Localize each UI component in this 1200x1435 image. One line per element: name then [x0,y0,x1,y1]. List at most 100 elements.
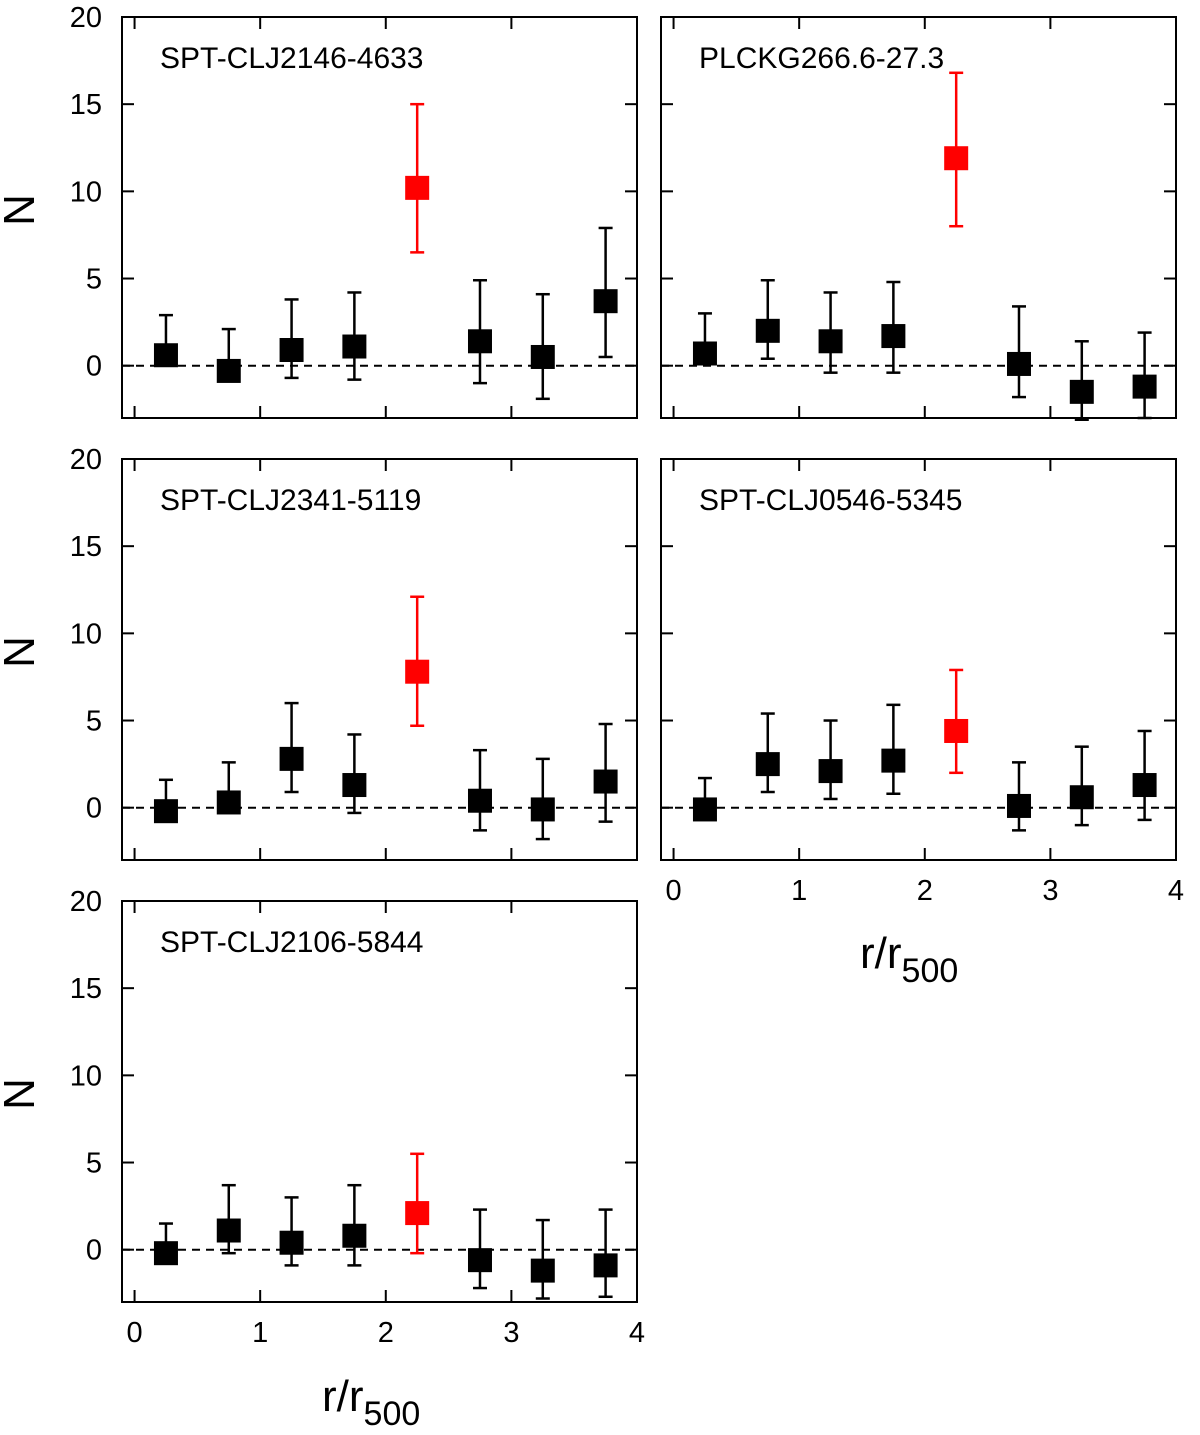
plot-frame [121,458,638,861]
panel-plckg266: PLCKG266.6-27.3 [660,16,1177,421]
data-point [216,327,241,383]
data-point [530,292,555,401]
point-marker [1132,773,1157,798]
x-tick-label: 2 [917,875,933,907]
point-marker [755,752,780,777]
point-marker [342,334,367,359]
point-marker [881,324,906,349]
point-marker [467,1248,492,1273]
point-marker [153,343,178,368]
ylabel-row-2: N [0,636,44,668]
ylabel-row-3: N [0,1078,44,1110]
data-point [692,312,717,366]
point-marker [1132,374,1157,399]
point-marker [342,773,367,798]
data-point [153,313,178,368]
data-point [279,298,304,380]
data-point [881,280,906,374]
x-tick-label: 3 [503,1317,519,1349]
panel-title: SPT-CLJ2146-4633 [160,42,424,75]
point-marker [216,790,241,815]
y-tick-label: 15 [70,531,102,563]
point-marker [1069,379,1094,404]
data-point [593,722,618,823]
point-marker [153,799,178,824]
point-marker [530,797,555,822]
x-tick-label: 4 [1168,875,1184,907]
point-marker [405,175,430,200]
panel-title: SPT-CLJ2341-5119 [160,484,421,517]
plot-frame [121,900,638,1303]
point-marker [405,1201,430,1226]
xlabel-main: r/r [322,1372,364,1421]
plot-frame [660,458,1177,861]
y-tick-label: 15 [70,973,102,1005]
point-marker [818,759,843,784]
x-tick-label: 0 [665,875,681,907]
point-marker [593,769,618,794]
data-point [818,719,843,801]
panel-spt-clj0546: 0 1 2 3 4 SPT-CLJ0546-5345 [660,458,1184,907]
data-point [593,1208,618,1299]
xlabel-main: r/r [860,929,902,978]
point-marker [153,1241,178,1266]
y-tick-label: 15 [70,89,102,121]
plot-frame [121,16,638,419]
point-marker [530,1258,555,1283]
point-marker [593,1253,618,1278]
highlight-point [944,668,969,775]
xlabel-sub: 500 [364,1395,421,1433]
panel-title: PLCKG266.6-27.3 [699,42,944,75]
point-marker [944,718,969,743]
point-marker [279,746,304,771]
data-point [881,703,906,795]
x-tick-label: 3 [1042,875,1058,907]
y-tick-label: 0 [86,793,102,825]
y-tick-label: 5 [86,706,102,738]
point-marker [692,341,717,366]
y-tick-label: 20 [70,2,102,34]
data-point [692,776,717,822]
point-marker [881,748,906,773]
highlight-point [944,71,969,228]
y-tick-label: 20 [70,444,102,476]
data-point [818,291,843,374]
data-point [467,748,492,832]
point-marker [1006,351,1031,376]
point-marker [279,1230,304,1255]
x-tick-label: 0 [126,1317,142,1349]
left-column-xlabel: r/r500 [322,1372,420,1433]
data-point [530,757,555,841]
data-point [342,291,367,381]
data-point [755,279,780,360]
data-point [216,1183,241,1255]
panel-title: SPT-CLJ0546-5345 [699,484,963,517]
data-point [216,761,241,815]
data-point [342,733,367,815]
point-marker [467,329,492,354]
point-marker [530,344,555,369]
ylabel-row-1: N [0,194,44,226]
point-marker [467,788,492,813]
panel-title: SPT-CLJ2106-5844 [160,926,424,959]
panel-spt-clj2106: 0 5 10 15 20 0 1 2 3 4 SPT-CLJ2106-5844 [70,886,645,1349]
data-point [1006,305,1031,399]
plot-frame [660,16,1177,419]
data-point [153,1222,178,1266]
x-tick-label: 2 [378,1317,394,1349]
y-tick-label: 10 [70,618,102,650]
data-point [530,1218,555,1300]
y-tick-label: 5 [86,1148,102,1180]
x-tick-label: 1 [252,1317,268,1349]
point-marker [216,358,241,383]
data-point [342,1183,367,1267]
x-tick-label: 4 [629,1317,645,1349]
svg-text:r/r500: r/r500 [322,1372,420,1433]
data-point [279,1196,304,1267]
data-point [755,712,780,794]
y-tick-label: 10 [70,176,102,208]
data-point [1069,340,1094,421]
y-tick-label: 5 [86,264,102,296]
